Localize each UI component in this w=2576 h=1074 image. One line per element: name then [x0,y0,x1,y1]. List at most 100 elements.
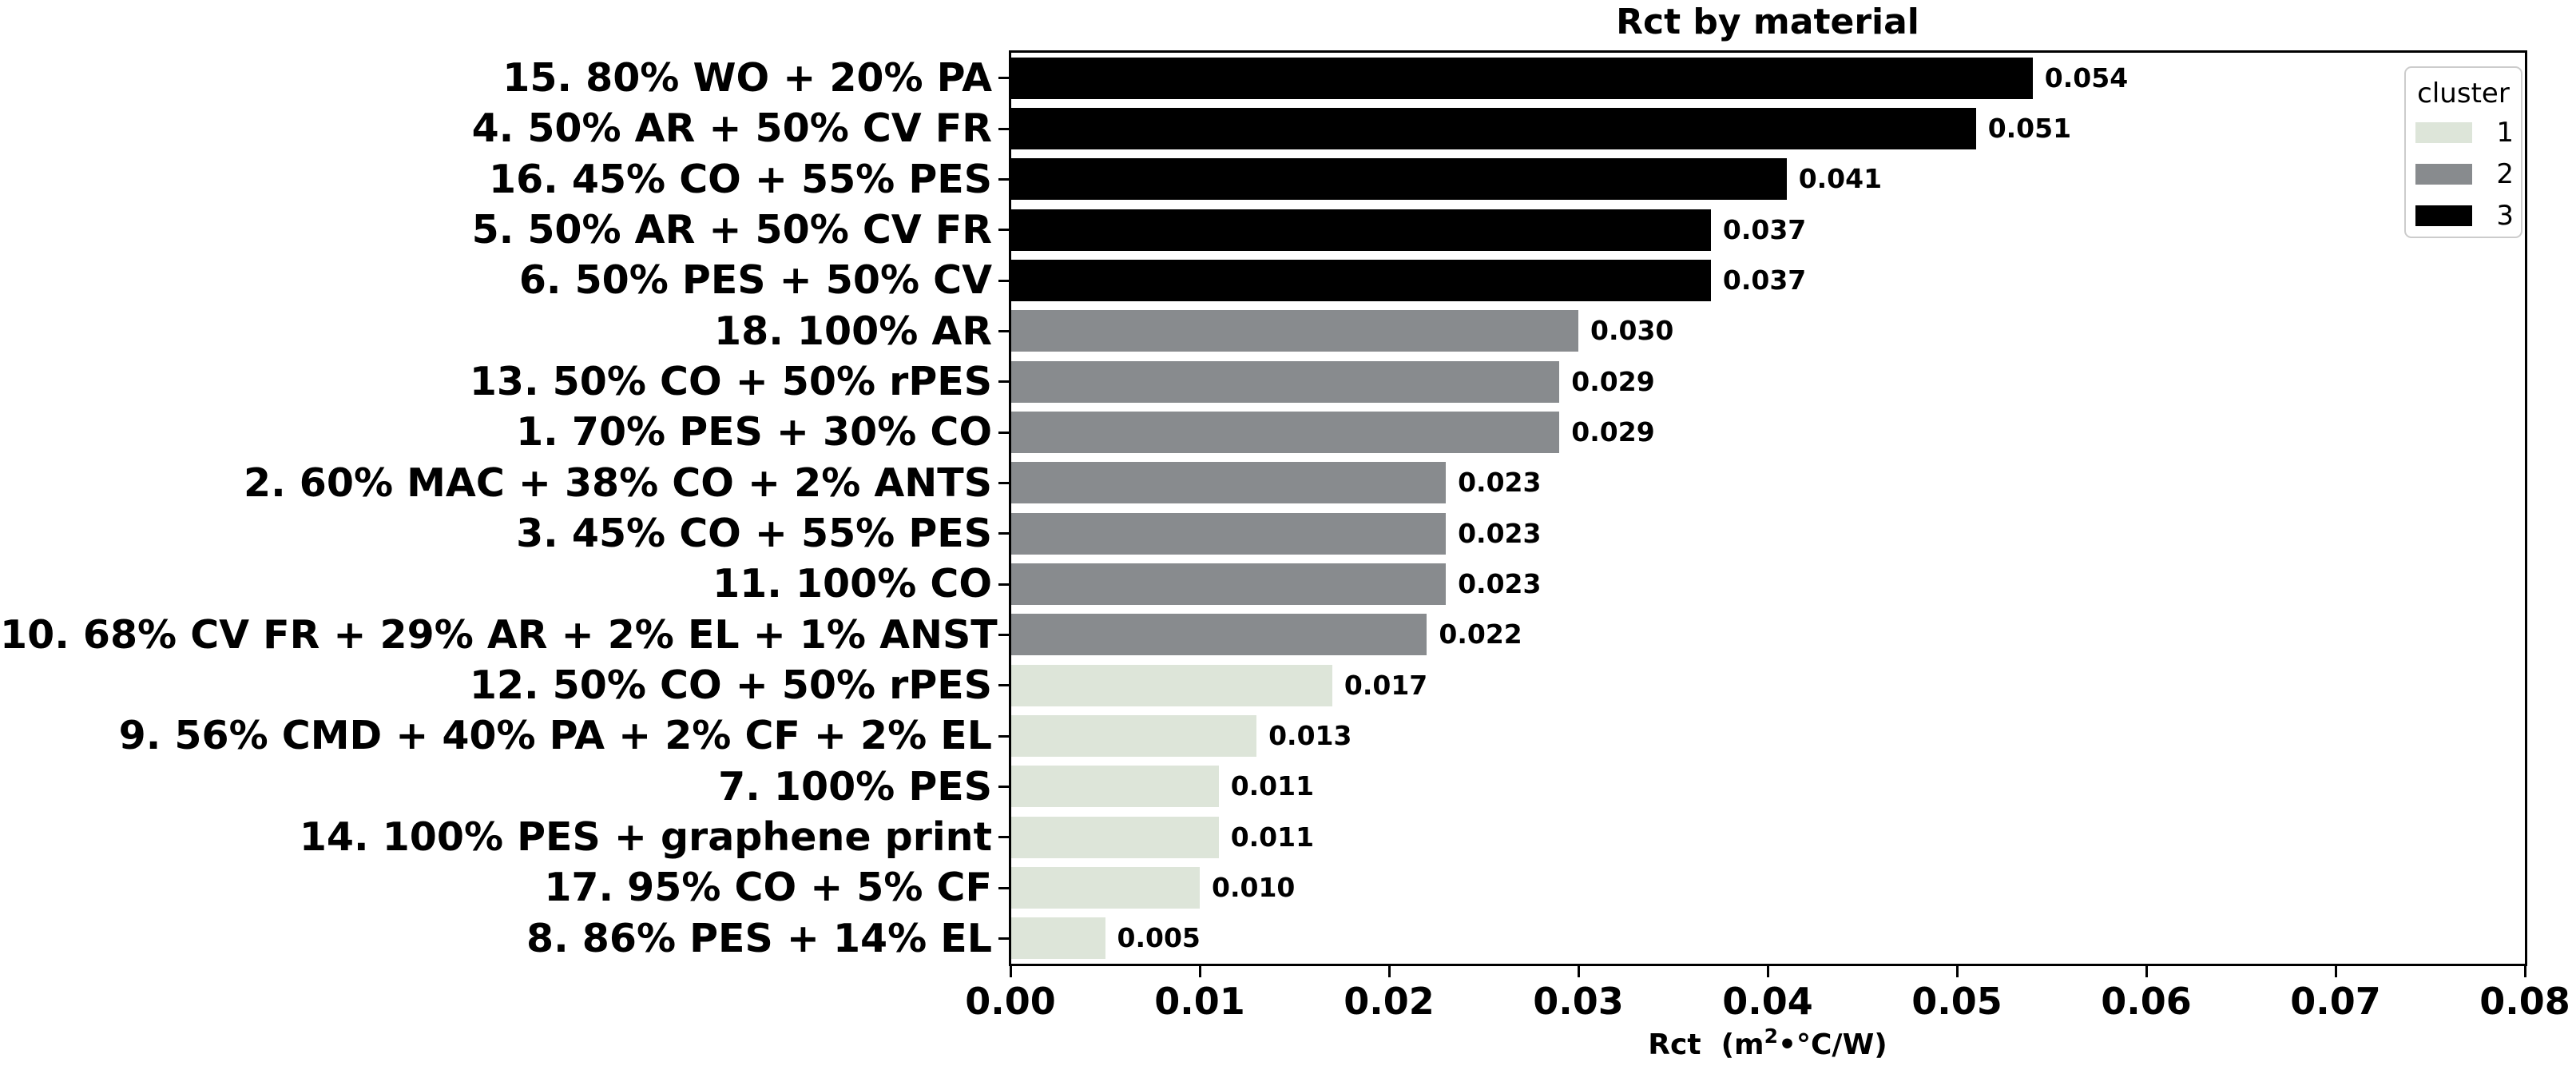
bar [1010,209,1711,251]
y-axis-label: 6. 50% PES + 50% CV [518,257,992,304]
y-axis-label: 12. 50% CO + 50% rPES [469,662,992,708]
y-tick [998,785,1010,788]
y-axis-label: 5. 50% AR + 50% CV FR [471,207,992,253]
bar-value-label: 0.037 [1722,265,1807,296]
legend: cluster 1 2 3 [2404,66,2522,238]
y-axis-label: 14. 100% PES + graphene print [299,814,992,860]
bar [1010,715,1257,757]
y-tick [998,431,1010,434]
x-tick-label: 0.03 [1533,980,1624,1023]
x-tick [1577,966,1580,977]
bar-value-label: 0.022 [1439,619,1522,650]
x-tick [2145,966,2148,977]
y-tick [998,836,1010,839]
x-tick [1766,966,1769,977]
bar-value-label: 0.010 [1212,872,1296,903]
y-axis-label: 11. 100% CO [712,561,992,607]
x-tick-label: 0.00 [965,980,1056,1023]
x-tick-label: 0.02 [1344,980,1435,1023]
y-tick [998,633,1010,636]
y-axis-label: 4. 50% AR + 50% CV FR [471,105,992,152]
legend-entry: 1 [2415,119,2514,146]
x-tick-label: 0.04 [1722,980,1813,1023]
x-tick [1009,966,1012,977]
y-axis-label: 8. 86% PES + 14% EL [526,915,992,961]
bar [1010,412,1560,453]
bar-value-label: 0.005 [1117,922,1201,954]
bar [1010,108,1976,149]
bar-value-label: 0.037 [1722,213,1807,245]
bar-value-label: 0.041 [1798,163,1883,195]
x-tick-label: 0.06 [2101,980,2192,1023]
bar-value-label: 0.029 [1571,416,1655,448]
x-axis-label: Rct (m2•°C/W) [1010,1024,2525,1061]
legend-entry: 3 [2415,200,2514,232]
x-axis-label-superscript: 2 [1764,1024,1778,1048]
bar [1010,57,2033,99]
bar [1010,158,1787,201]
x-tick [2523,966,2526,977]
bar [1010,867,1200,909]
bar-value-label: 0.030 [1590,315,1674,347]
y-tick [998,177,1010,181]
y-axis-label: 3. 45% CO + 55% PES [516,511,992,556]
y-tick [998,127,1010,130]
bar [1010,260,1711,301]
spine-bottom [1009,964,2527,966]
y-tick [998,937,1010,940]
y-tick [998,77,1010,80]
y-axis-label: 9. 56% CMD + 40% PA + 2% CF + 2% EL [118,713,992,759]
x-axis-label-prefix: Rct (m [1648,1028,1764,1061]
x-axis-label-suffix: •°C/W) [1777,1028,1887,1061]
y-tick [998,583,1010,586]
y-tick [998,734,1010,738]
legend-entry-label: 3 [2496,200,2514,232]
bar-value-label: 0.013 [1268,720,1352,751]
legend-entry-label: 2 [2496,158,2514,190]
y-tick [998,886,1010,889]
bar-value-label: 0.051 [1987,113,2072,144]
x-tick-label: 0.01 [1154,980,1245,1023]
x-tick [1198,966,1201,977]
y-axis-label: 2. 60% MAC + 38% CO + 2% ANTS [244,459,992,506]
bar [1010,563,1447,605]
legend-swatch [2415,164,2472,185]
spine-left [1009,50,1011,966]
legend-swatch [2415,205,2472,226]
y-axis-label: 13. 50% CO + 50% rPES [469,359,992,404]
legend-title: cluster [2417,78,2510,109]
x-tick [2334,966,2337,977]
y-axis-label: 1. 70% PES + 30% CO [516,409,992,455]
bar [1010,614,1427,656]
legend-entry: 2 [2415,158,2514,190]
y-axis-label: 10. 68% CV FR + 29% AR + 2% EL + 1% ANST [0,611,998,658]
legend-swatch [2415,122,2472,143]
y-tick [998,380,1010,384]
bar-value-label: 0.017 [1344,669,1428,701]
y-tick [998,329,1010,332]
y-tick [998,279,1010,282]
x-tick-label: 0.08 [2479,980,2570,1023]
bar-value-label: 0.054 [2044,62,2129,93]
bar [1010,512,1447,555]
y-tick [998,532,1010,535]
bar-value-label: 0.023 [1458,517,1542,549]
y-axis-label: 15. 80% WO + 20% PA [502,55,992,101]
bar [1010,917,1105,960]
x-tick [1387,966,1391,977]
y-axis-label: 16. 45% CO + 55% PES [488,156,992,202]
bar-value-label: 0.023 [1458,467,1542,499]
y-tick [998,229,1010,232]
y-tick [998,684,1010,687]
spine-right [2525,50,2527,966]
bar-value-label: 0.029 [1571,365,1655,397]
x-tick-label: 0.05 [1911,980,2002,1023]
spine-top [1009,50,2527,53]
bar [1010,766,1219,808]
bar [1010,664,1332,706]
x-tick [1955,966,1959,977]
bar [1010,360,1560,403]
y-tick [998,481,1010,484]
chart-title: Rct by material [1616,2,1919,42]
